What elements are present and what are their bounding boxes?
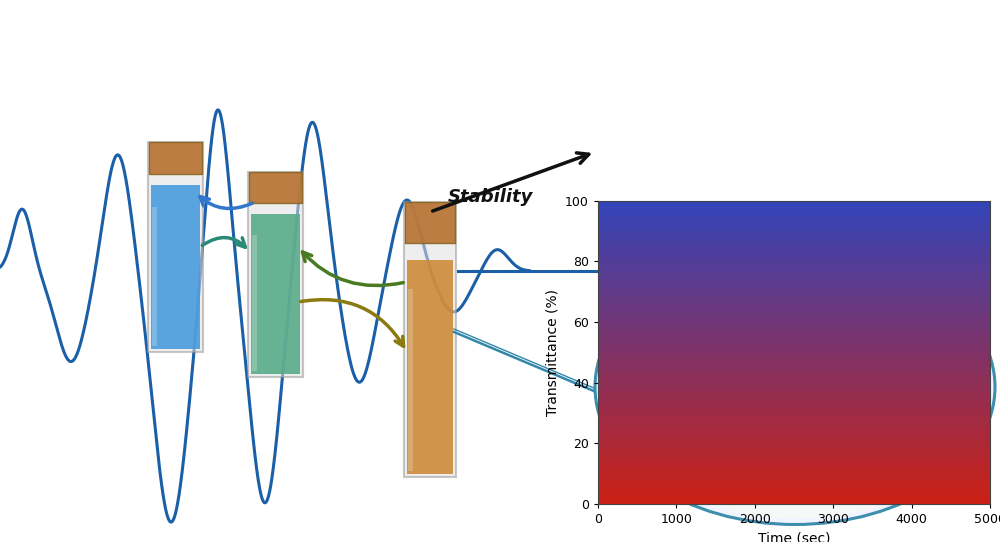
FancyBboxPatch shape bbox=[148, 142, 202, 173]
FancyBboxPatch shape bbox=[405, 202, 455, 243]
Text: O: O bbox=[700, 339, 711, 352]
Text: O: O bbox=[859, 339, 870, 352]
Text: N: N bbox=[891, 382, 900, 392]
Bar bbox=[408, 289, 413, 471]
Y-axis label: Transmittance (%): Transmittance (%) bbox=[546, 289, 560, 416]
Text: O: O bbox=[700, 411, 711, 424]
Text: N: N bbox=[718, 371, 729, 384]
Bar bbox=[152, 207, 156, 346]
Text: ClCl: ClCl bbox=[768, 429, 792, 439]
Bar bbox=[407, 260, 453, 474]
X-axis label: Time (sec): Time (sec) bbox=[758, 532, 830, 542]
Text: N: N bbox=[666, 360, 675, 370]
Text: N: N bbox=[841, 371, 852, 384]
Ellipse shape bbox=[601, 255, 989, 519]
FancyBboxPatch shape bbox=[248, 172, 302, 377]
Bar bbox=[150, 185, 200, 349]
Bar bbox=[252, 235, 256, 371]
Ellipse shape bbox=[595, 249, 995, 525]
Text: NH: NH bbox=[886, 360, 905, 370]
FancyBboxPatch shape bbox=[404, 202, 456, 477]
Text: ClCl: ClCl bbox=[761, 325, 785, 335]
Bar bbox=[250, 214, 300, 374]
FancyBboxPatch shape bbox=[148, 142, 202, 352]
Text: HN: HN bbox=[657, 379, 676, 389]
Text: Stability: Stability bbox=[448, 188, 533, 206]
FancyBboxPatch shape bbox=[248, 172, 302, 203]
Text: O: O bbox=[859, 411, 870, 424]
